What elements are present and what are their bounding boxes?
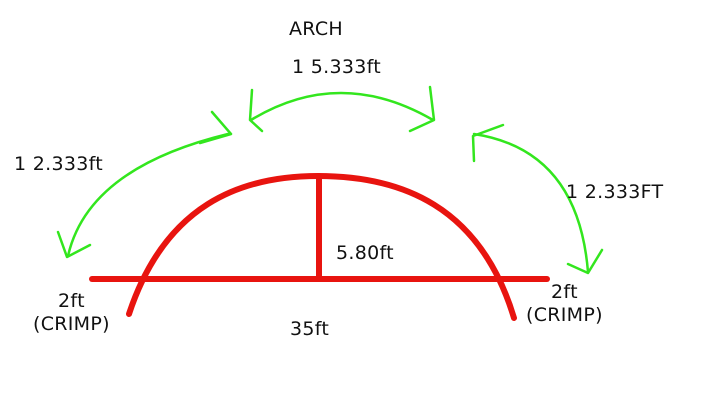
left-arc-dimension-arrow (66, 132, 230, 258)
top-arrowhead-left (248, 88, 264, 133)
top-arc-length-label: 1 5.333ft (292, 56, 382, 78)
rise-label: 5.80ft (336, 242, 394, 264)
left-arrowhead-bottom (56, 230, 92, 259)
left-crimp-note: (CRIMP) (33, 313, 110, 335)
arch-title: ARCH (289, 18, 344, 40)
right-arc-length-label: 1 2.333FT (566, 181, 664, 203)
right-arrowhead-bottom (566, 248, 604, 275)
right-arc-dimension-arrow (472, 132, 590, 274)
span-label: 35ft (290, 318, 330, 340)
right-crimp-label: 2ft (CRIMP) (526, 281, 603, 327)
right-crimp-length: 2ft (551, 281, 578, 303)
right-arrowhead-top (471, 123, 505, 163)
left-arrowhead-top (198, 110, 233, 145)
top-arc-dimension-arrow (249, 91, 435, 122)
right-crimp-note: (CRIMP) (526, 304, 603, 326)
left-crimp-length: 2ft (58, 290, 85, 312)
top-arrowhead-right (408, 85, 436, 133)
left-crimp-label: 2ft (CRIMP) (33, 290, 110, 336)
left-arc-length-label: 1 2.333ft (14, 153, 104, 175)
